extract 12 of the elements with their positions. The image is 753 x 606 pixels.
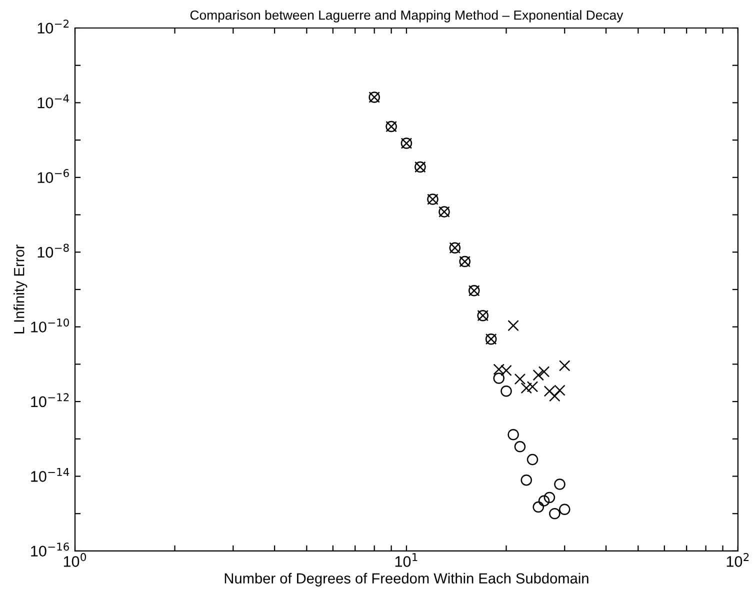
y-tick-label: 10$^{−8}$ xyxy=(38,244,69,258)
x-axis-title: Number of Degrees of Freedom Within Each Subdomain xyxy=(224,572,588,586)
x-tick-label: 10$^{2}$ xyxy=(726,553,749,567)
x-tick-label: 10$^{1}$ xyxy=(395,553,418,567)
y-tick-label: 10$^{−14}$ xyxy=(31,468,70,482)
chart-title: Comparison between Laguerre and Mapping Method – Exponential Decay xyxy=(190,10,624,22)
y-tick-label: 10$^{−10}$ xyxy=(31,318,69,332)
y-tick-label: 10$^{−2}$ xyxy=(38,20,69,34)
y-tick-label: 10$^{−12}$ xyxy=(31,393,69,408)
y-tick-label: 10$^{−4}$ xyxy=(38,94,69,108)
y-tick-label: 10$^{−6}$ xyxy=(38,169,69,183)
y-axis-title: L Infinity Error xyxy=(14,244,28,334)
